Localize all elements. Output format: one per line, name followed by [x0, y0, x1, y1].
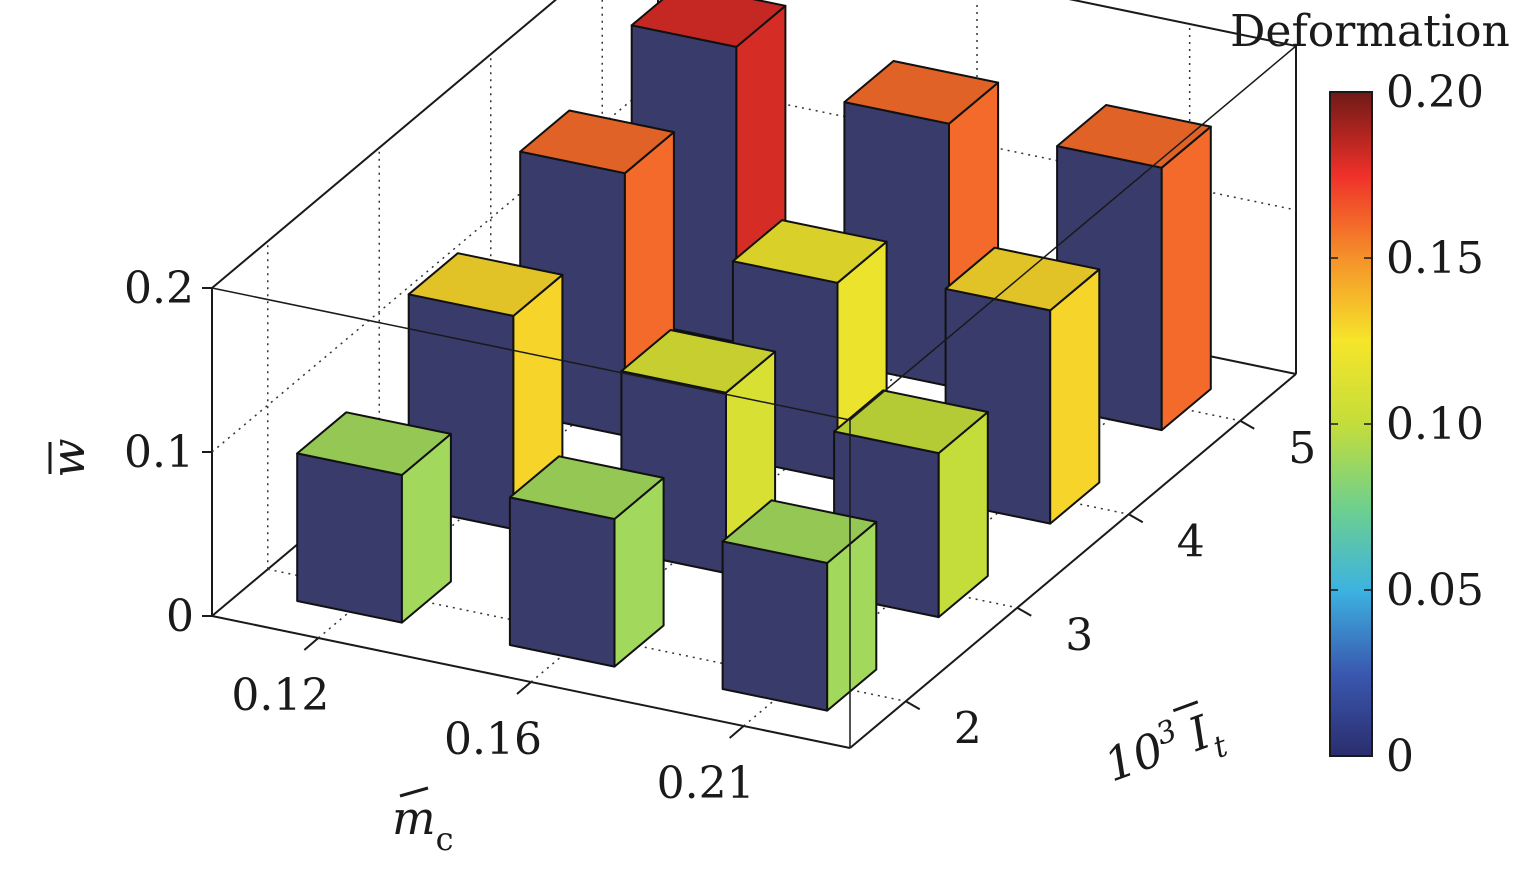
- colorbar-title: Deformation: [1230, 6, 1510, 57]
- bar-0.21-4: [944, 246, 1101, 525]
- bar-0.12-2: [296, 411, 452, 624]
- colorbar-tick-label: 0.05: [1386, 565, 1484, 616]
- y-tick-label: 3: [1065, 610, 1093, 661]
- z-tick-label: 0.2: [124, 263, 194, 314]
- colorbar-tick-label: 0.15: [1386, 233, 1484, 284]
- y-tick-label: 2: [954, 703, 982, 754]
- colorbar-ticks: 0 0.05 0.10 0.15 0.20: [1330, 67, 1484, 782]
- x-tick-label: 0.21: [657, 758, 755, 809]
- tick-labels: 0 0.1 0.2 0.12 0.16 0.21 2 3 4 5: [124, 263, 1316, 809]
- y-tick-label: 4: [1177, 516, 1205, 567]
- bar-0.21-2: [721, 499, 878, 712]
- bar-0.21-3: [833, 389, 989, 619]
- grid-lines: [211, 0, 1297, 727]
- bar-0.16-2: [508, 455, 665, 668]
- x-axis-label-subscript: c: [436, 820, 454, 858]
- colorbar-tick-label: 0: [1386, 731, 1414, 782]
- colorbar-tick-label: 0.10: [1386, 399, 1484, 450]
- x-tick-label: 0.16: [444, 714, 542, 765]
- x-axis-label-bar: [399, 786, 429, 798]
- depth-axis-label: 103It: [1097, 698, 1233, 802]
- z-tick-label: 0: [166, 591, 194, 642]
- x-tick-label: 0.12: [231, 670, 329, 721]
- colorbar-tick-label: 0.20: [1386, 67, 1484, 118]
- z-tick-label: 0.1: [124, 427, 194, 478]
- bars: [296, 0, 1212, 712]
- svg-text:103It: 103It: [1097, 698, 1233, 802]
- y-tick-label: 5: [1288, 423, 1316, 474]
- x-axis-label: mc: [392, 791, 454, 858]
- axes-box-front: [211, 45, 1297, 748]
